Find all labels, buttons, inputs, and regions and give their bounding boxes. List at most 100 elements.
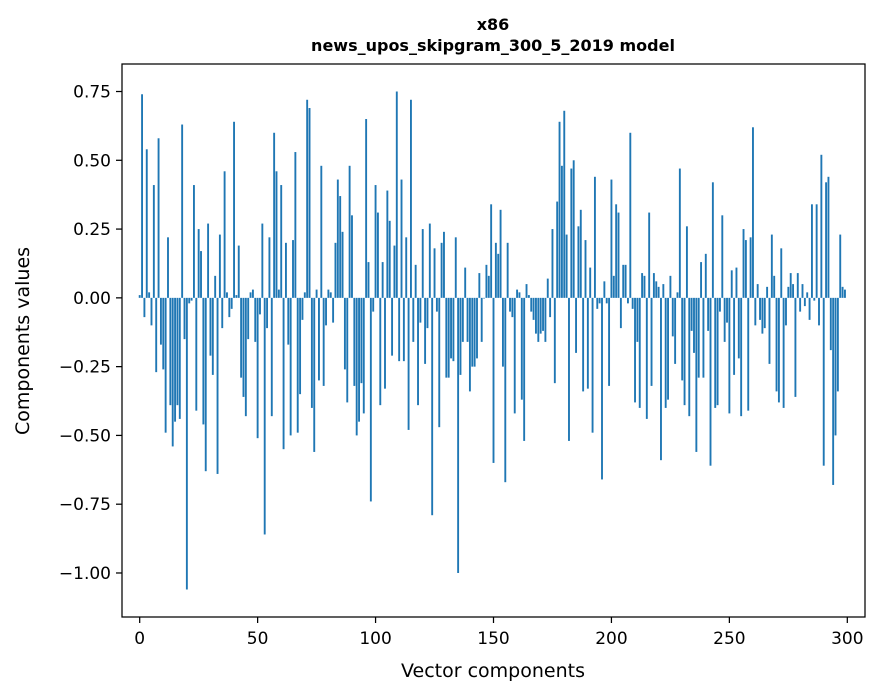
bar-11 [164,297,167,433]
bar-183 [570,168,573,298]
bar-169 [537,297,540,342]
bar-136 [459,297,462,375]
bar-54 [266,297,269,329]
bar-245 [716,297,719,406]
bar-120 [421,229,424,298]
bar-271 [777,297,780,403]
bar-98 [369,297,372,502]
bar-64 [289,297,292,436]
bar-253 [735,267,738,298]
bar-108 [393,245,396,298]
bar-22 [190,297,193,301]
bar-37 [226,292,228,298]
bar-241 [707,297,710,331]
bar-283 [806,292,809,298]
bar-21 [188,297,191,304]
bar-62 [284,242,287,298]
chart-title: x86 [477,15,510,34]
bar-153 [499,209,502,298]
y-tick-label: 0.00 [73,289,111,309]
bar-45 [244,297,247,417]
bar-170 [539,297,542,334]
bar-147 [485,264,488,298]
bar-133 [452,297,455,362]
bar-67 [296,297,299,433]
bar-144 [478,273,481,298]
bar-24 [195,297,198,411]
x-axis-label: Vector components [401,660,585,682]
bar-158 [511,297,514,318]
bar-36 [223,171,226,298]
bar-56 [270,297,273,417]
bar-189 [584,240,587,298]
bar-103 [381,262,384,298]
bar-196 [601,297,603,480]
bar-160 [516,289,519,298]
bar-296 [836,297,839,392]
bar-215 [645,297,648,419]
bar-243 [711,182,714,298]
bar-149 [490,204,493,298]
bar-81 [329,292,332,298]
bar-34 [218,234,221,298]
bar-74 [313,297,316,452]
bar-222 [662,284,665,298]
bar-191 [589,267,592,298]
bar-134 [454,237,457,298]
bar-287 [815,204,818,298]
bar-188 [582,297,585,392]
bar-225 [669,275,672,298]
bar-192 [591,297,594,433]
bar-113 [405,237,408,298]
bar-60 [280,185,283,298]
bar-276 [789,273,792,298]
bar-150 [492,297,495,463]
bar-216 [648,212,651,298]
bar-131 [447,297,450,378]
bar-231 [683,297,686,406]
bar-286 [813,297,816,301]
bar-97 [367,262,370,298]
bar-262 [756,284,759,298]
bar-163 [523,297,526,441]
bar-198 [605,297,608,304]
bar-239 [702,297,705,378]
bar-294 [832,297,835,485]
bar-268 [770,234,773,298]
bar-156 [506,242,509,298]
bar-70 [303,292,306,298]
bar-227 [674,297,677,364]
bar-143 [476,297,478,359]
bar-261 [754,297,757,326]
bar-267 [768,297,771,364]
bar-69 [301,297,304,320]
bar-121 [424,297,427,364]
bar-240 [704,253,707,298]
bar-145 [480,297,483,342]
bar-187 [579,209,582,298]
bar-230 [681,297,684,381]
bar-221 [660,297,662,461]
bar-26 [200,251,202,298]
bar-106 [388,220,391,298]
bar-168 [535,297,537,334]
bar-100 [374,185,377,298]
bar-73 [310,297,313,408]
bar-135 [457,297,460,573]
bar-254 [737,297,740,359]
bar-39 [230,297,233,309]
bar-127 [438,297,441,428]
bar-175 [551,229,554,298]
bar-290 [822,297,825,466]
bar-92 [355,297,358,436]
bar-139 [466,297,469,342]
bar-280 [799,297,802,312]
bar-5 [150,297,153,326]
bar-29 [207,223,210,298]
bar-91 [353,297,356,386]
bar-269 [773,275,776,298]
bar-48 [251,289,254,298]
bar-90 [351,215,353,298]
bar-248 [723,297,726,342]
y-tick-label: −0.50 [59,426,111,446]
